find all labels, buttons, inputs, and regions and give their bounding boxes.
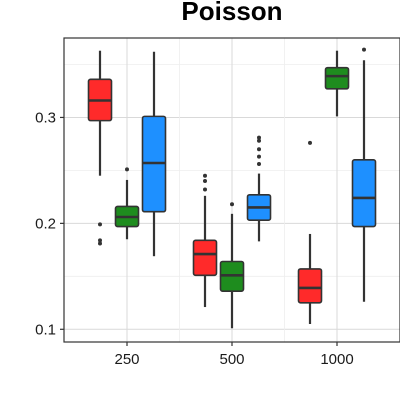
- box-1000-2: [351, 47, 377, 302]
- box-body: [297, 268, 323, 304]
- outlier-point: [257, 138, 261, 143]
- x-tick-label: 250: [114, 351, 139, 368]
- outlier-point: [230, 202, 234, 207]
- chart-title: Poisson: [181, 0, 282, 26]
- outlier-point: [257, 135, 261, 140]
- panel-border: [63, 37, 400, 343]
- outlier-point: [203, 178, 207, 183]
- box-1000-0: [297, 140, 323, 324]
- outlier-point: [362, 47, 366, 52]
- box-body: [324, 66, 350, 90]
- box-500-0: [192, 173, 218, 308]
- outlier-point: [125, 167, 129, 172]
- x-tick-label: 500: [219, 351, 244, 368]
- outlier-point: [257, 154, 261, 159]
- outlier-point: [98, 238, 102, 243]
- outlier-point: [203, 187, 207, 192]
- y-tick-label: 0.1: [35, 321, 56, 338]
- box-500-2: [246, 135, 272, 242]
- box-1000-1: [324, 50, 350, 117]
- box-250-1: [114, 167, 140, 240]
- box-body: [192, 239, 218, 277]
- box-250-2: [141, 51, 167, 257]
- outlier-point: [98, 241, 102, 246]
- outlier-point: [98, 222, 102, 227]
- box-layer: [87, 47, 377, 329]
- box-250-0: [87, 50, 113, 246]
- x-tick-label: 1000: [320, 351, 353, 368]
- outlier-point: [257, 162, 261, 167]
- y-tick-label: 0.2: [35, 215, 56, 232]
- box-500-1: [219, 202, 245, 329]
- axis-layer: 0.1 0.2 0.3 250 500 1000: [35, 109, 354, 368]
- outlier-point: [308, 140, 312, 145]
- outlier-point: [257, 147, 261, 152]
- outlier-point: [203, 173, 207, 178]
- y-tick-label: 0.3: [35, 109, 56, 126]
- box-body: [351, 159, 377, 228]
